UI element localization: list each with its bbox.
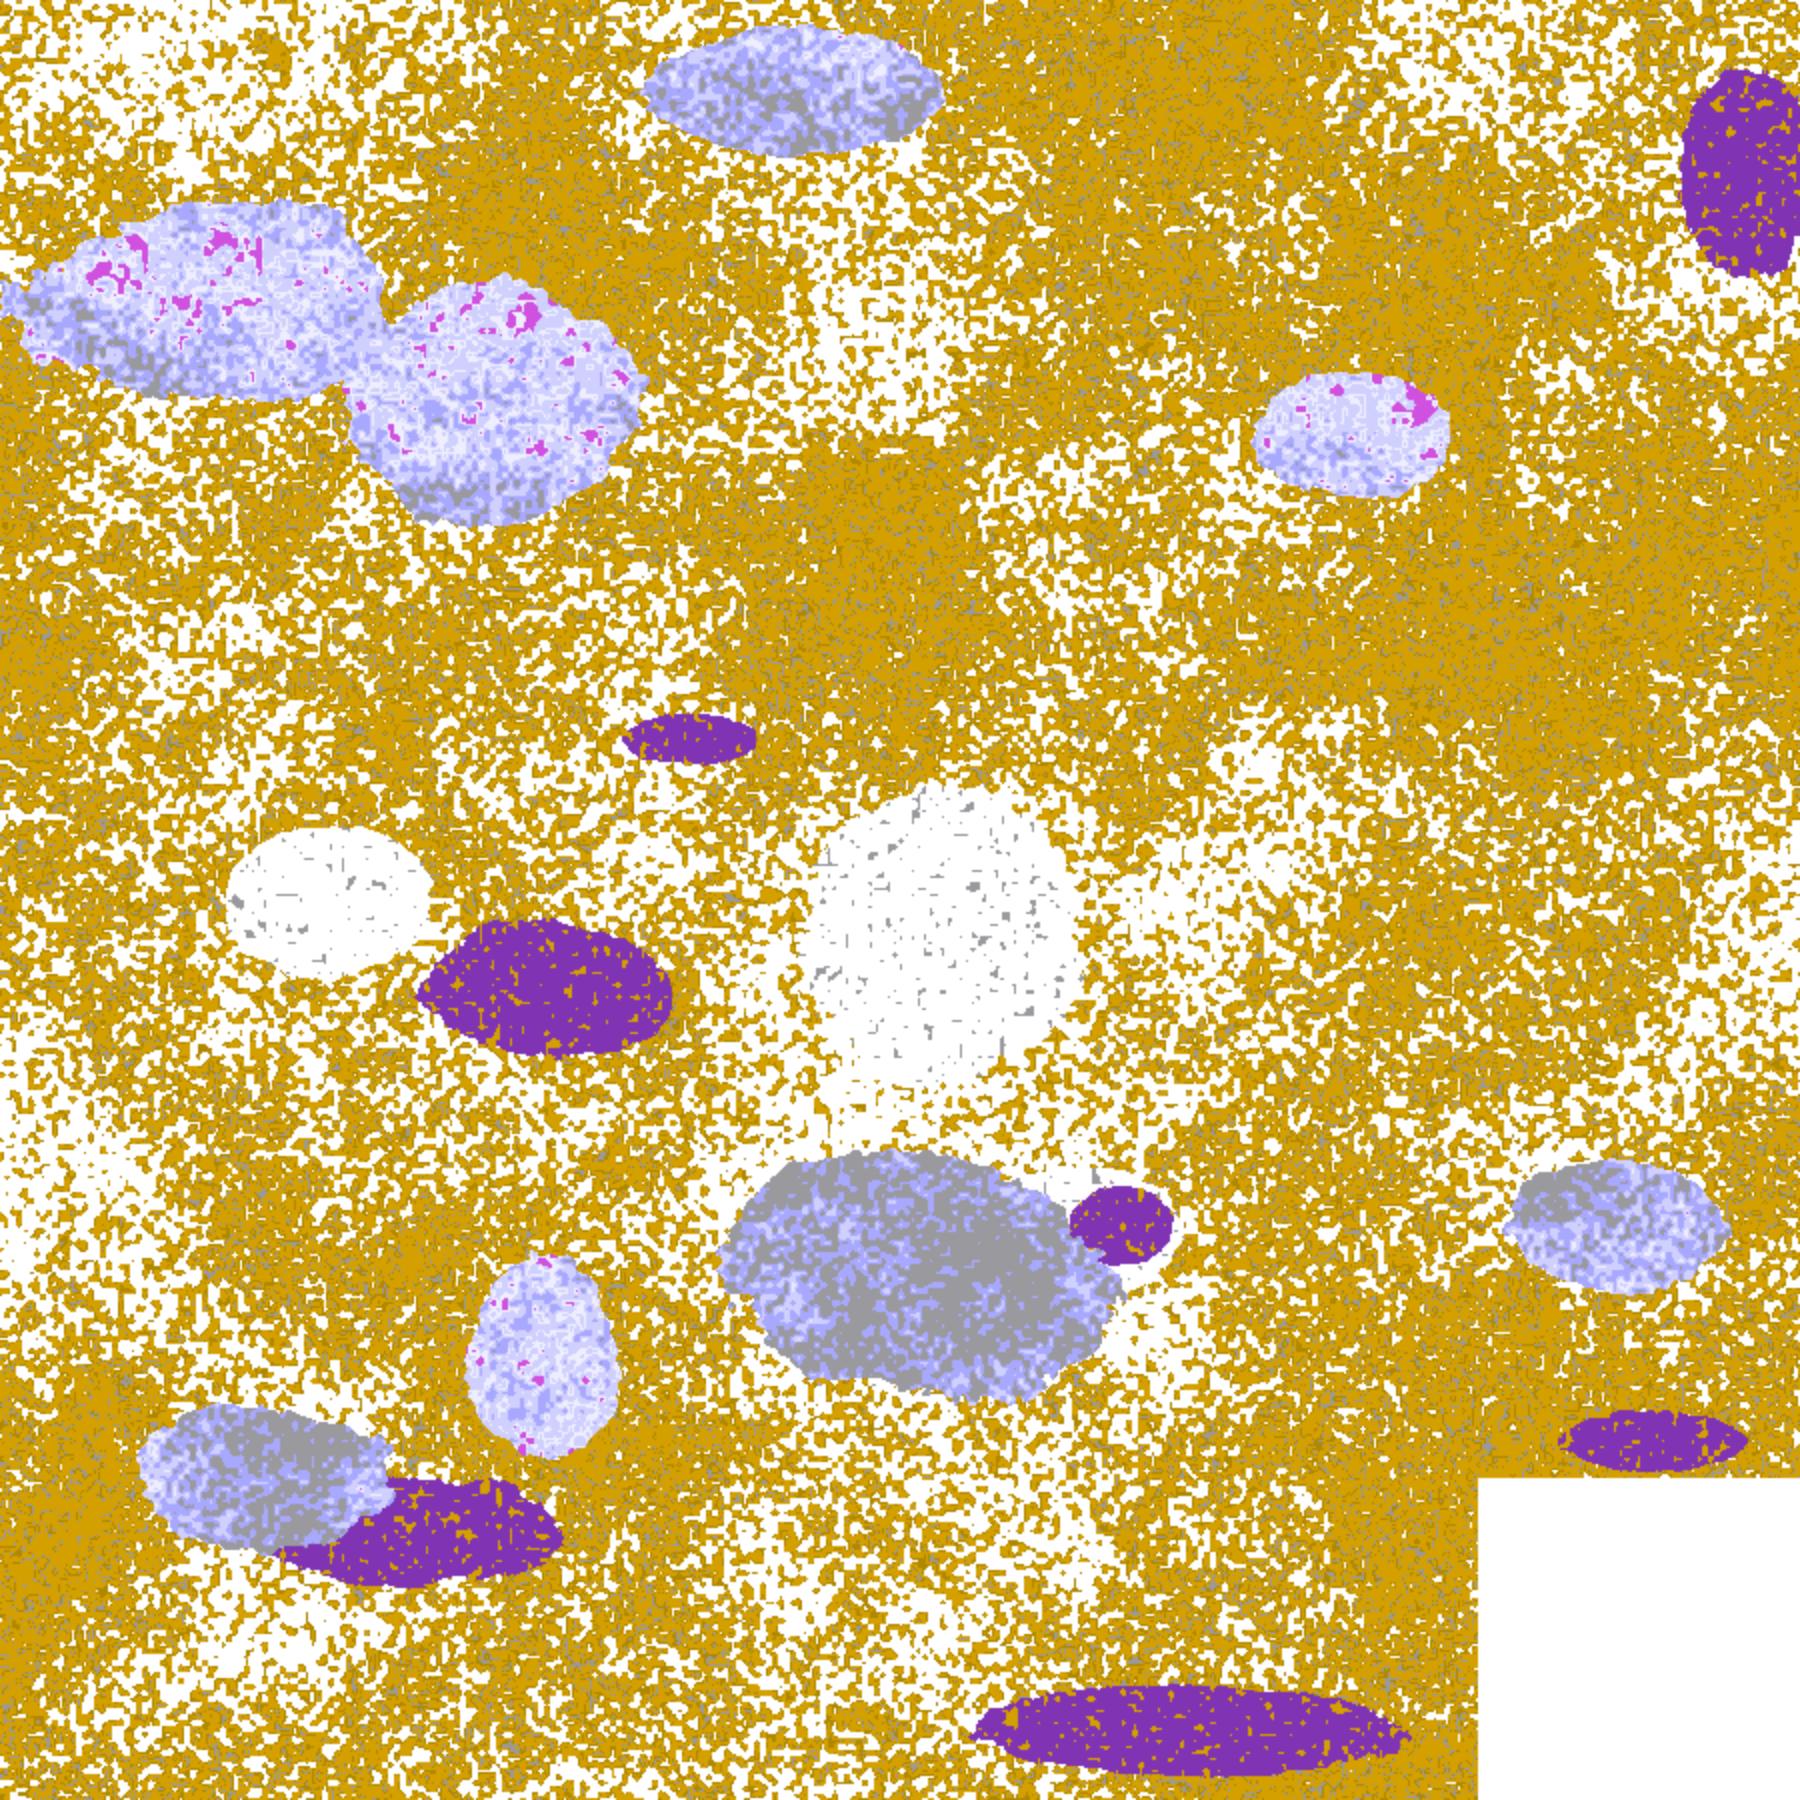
satellite-image [0, 0, 1800, 1800]
